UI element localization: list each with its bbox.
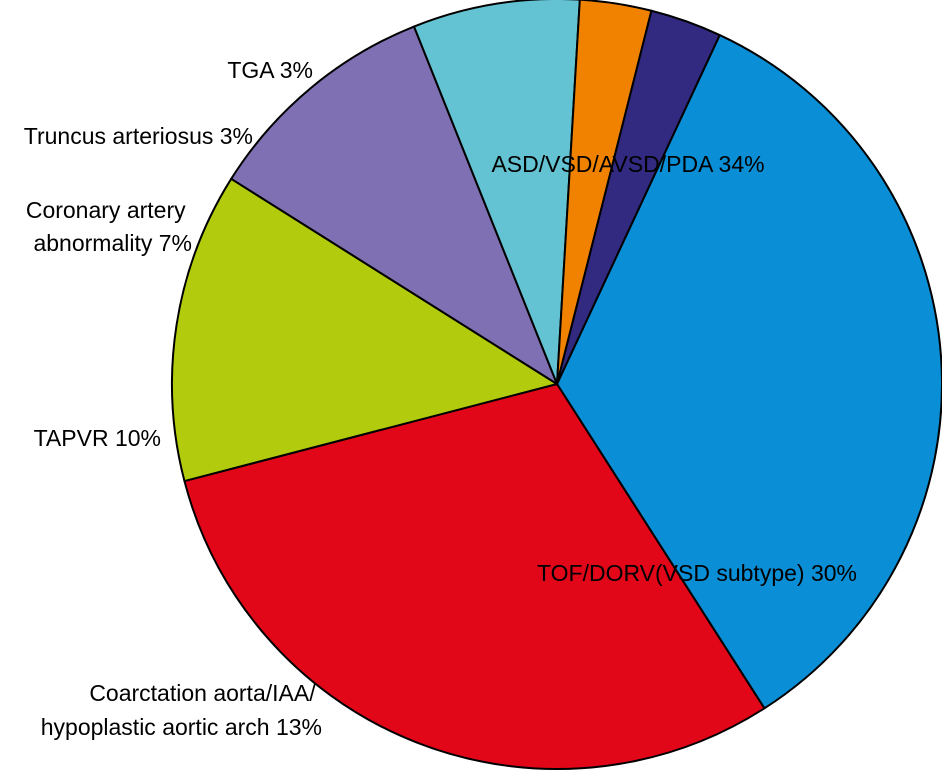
- pie-slice-6: [556, 9, 721, 385]
- pie-slice-2: [171, 177, 558, 483]
- label-tga: TGA 3%: [227, 57, 313, 83]
- pie-labels: ASD/VSD/AVSD/PDA 34% TOF/DORV(VSD subtyp…: [24, 57, 857, 740]
- label-coarctation: Coarctation aorta/IAA/ hypoplastic aorti…: [41, 680, 322, 740]
- pie-slice-0: [556, 34, 942, 710]
- label-tof-dorv: TOF/DORV(VSD subtype) 30%: [537, 560, 857, 586]
- pie-slice-1: [183, 383, 766, 770]
- pie-slices: [171, 0, 942, 770]
- pie-slice-4: [413, 0, 581, 385]
- pie-slice-3: [230, 25, 558, 385]
- label-coronary: Coronary artery abnormality 7%: [26, 197, 192, 256]
- label-tapvr: TAPVR 10%: [34, 425, 161, 451]
- label-truncus: Truncus arteriosus 3%: [24, 123, 253, 149]
- label-asd-vsd: ASD/VSD/AVSD/PDA 34%: [491, 151, 764, 177]
